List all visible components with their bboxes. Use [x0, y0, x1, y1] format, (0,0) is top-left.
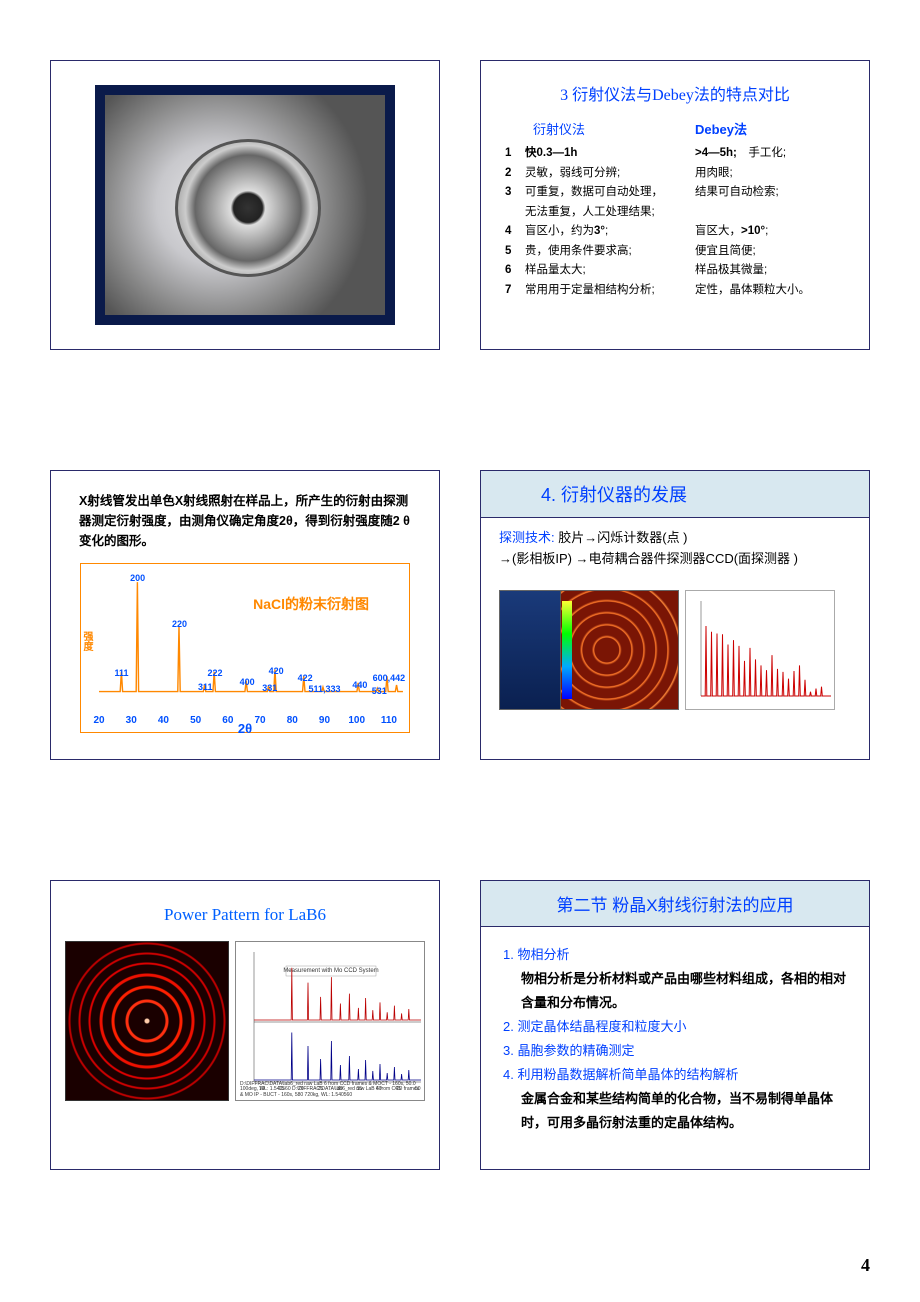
- detector-lead: 探测技术:: [499, 530, 555, 545]
- chart-ylabel: 强度: [79, 631, 94, 651]
- lab6-svg: Measurement with Mo CCD System 101520253…: [236, 942, 426, 1102]
- applications-title: 第二节 粉晶X射线衍射法的应用: [481, 881, 869, 927]
- lab6-row: Measurement with Mo CCD System 101520253…: [65, 941, 425, 1101]
- spectrum2-svg: [686, 591, 836, 711]
- detector-text1: 胶片→闪烁计数器(点 ): [555, 530, 688, 545]
- table-row: 4盲区小，约为3°;盲区大，>10°;: [505, 222, 845, 242]
- page-number: 4: [861, 1255, 870, 1276]
- slide-applications: 第二节 粉晶X射线衍射法的应用 1. 物相分析物相分析是分析材料或产品由哪些材料…: [480, 880, 870, 1170]
- list-item: 2. 测定晶体结晶程度和粒度大小: [503, 1015, 847, 1039]
- comparison-title: 3 衍射仪法与Debey法的特点对比: [505, 81, 845, 105]
- list-item-body: 金属合金和某些结构简单的化合物，当不易制得单晶体时，可用多晶衍射法重的定晶体结构…: [503, 1087, 847, 1135]
- chart-xlabel: 2θ: [238, 721, 252, 736]
- header-left: 衍射仪法: [525, 119, 695, 138]
- nacl-powder-chart: 强度 NaCl的粉末衍射图 2030405060708090100110 111…: [80, 563, 410, 733]
- slide-instrument-development: 4. 衍射仪器的发展 探测技术: 胶片→闪烁计数器(点 ) →(影相板IP) →…: [480, 470, 870, 760]
- lab6-title: Power Pattern for LaB6: [65, 905, 425, 925]
- comparison-rows: 1快0.3—1h>4—5h; 手工化;2灵敏，弱线可分辨;用肉眼;3可重复，数据…: [505, 144, 845, 300]
- list-item: 3. 晶胞参数的精确测定: [503, 1039, 847, 1063]
- slide-lab6-pattern: Power Pattern for LaB6 Measurement with …: [50, 880, 440, 1170]
- table-row: 2灵敏，弱线可分辨;用肉眼;: [505, 164, 845, 184]
- lab6-spec-note: Measurement with Mo CCD System: [283, 968, 378, 974]
- comparison-headers: 衍射仪法 Debey法: [505, 119, 845, 138]
- development-images: [481, 580, 869, 720]
- equipment-photo-frame: [95, 85, 395, 325]
- slide-equipment-photo: [50, 60, 440, 350]
- table-row: 无法重复，人工处理结果;: [505, 203, 845, 223]
- table-row: 1快0.3—1h>4—5h; 手工化;: [505, 144, 845, 164]
- spectrum-image-2: [685, 590, 835, 710]
- diffraction-intro-text: X射线管发出单色X射线照射在样品上，所产生的衍射由探测器测定衍射强度，由测角仪确…: [79, 491, 411, 551]
- detector-text2: →(影相板IP) →电荷耦合器件探测器CCD(面探测器 ): [499, 551, 798, 566]
- lab6-caption: D:\DIFFRAC\DATA\lab6_red raw LaB 6 from …: [240, 1082, 420, 1099]
- development-body: 探测技术: 胶片→闪烁计数器(点 ) →(影相板IP) →电荷耦合器件探测器CC…: [481, 518, 869, 580]
- slide-grid: 3 衍射仪法与Debey法的特点对比 衍射仪法 Debey法 1快0.3—1h>…: [50, 60, 870, 1170]
- lab6-rings-image: [65, 941, 229, 1101]
- list-item: 4. 利用粉晶数据解析简单晶体的结构解析: [503, 1063, 847, 1087]
- slide-diffraction-pattern: X射线管发出单色X射线照射在样品上，所产生的衍射由探测器测定衍射强度，由测角仪确…: [50, 470, 440, 760]
- applications-body: 1. 物相分析物相分析是分析材料或产品由哪些材料组成，各相的相对含量和分布情况。…: [481, 927, 869, 1151]
- slide-comparison-table: 3 衍射仪法与Debey法的特点对比 衍射仪法 Debey法 1快0.3—1h>…: [480, 60, 870, 350]
- lab6-spectrum: Measurement with Mo CCD System 101520253…: [235, 941, 425, 1101]
- header-right: Debey法: [695, 119, 747, 138]
- table-row: 7常用用于定量相结构分析;定性，晶体颗粒大小。: [505, 281, 845, 301]
- table-row: 3可重复，数据可自动处理，结果可自动检索;: [505, 183, 845, 203]
- list-item-body: 物相分析是分析材料或产品由哪些材料组成，各相的相对含量和分布情况。: [503, 967, 847, 1015]
- ccd-rings-image: [499, 590, 679, 710]
- development-title: 4. 衍射仪器的发展: [481, 471, 869, 518]
- table-row: 6样品量太大;样品极其微量;: [505, 261, 845, 281]
- table-row: 5贵，使用条件要求高;便宜且简便;: [505, 242, 845, 262]
- diffractometer-photo-placeholder: [105, 95, 385, 315]
- list-item: 1. 物相分析: [503, 943, 847, 967]
